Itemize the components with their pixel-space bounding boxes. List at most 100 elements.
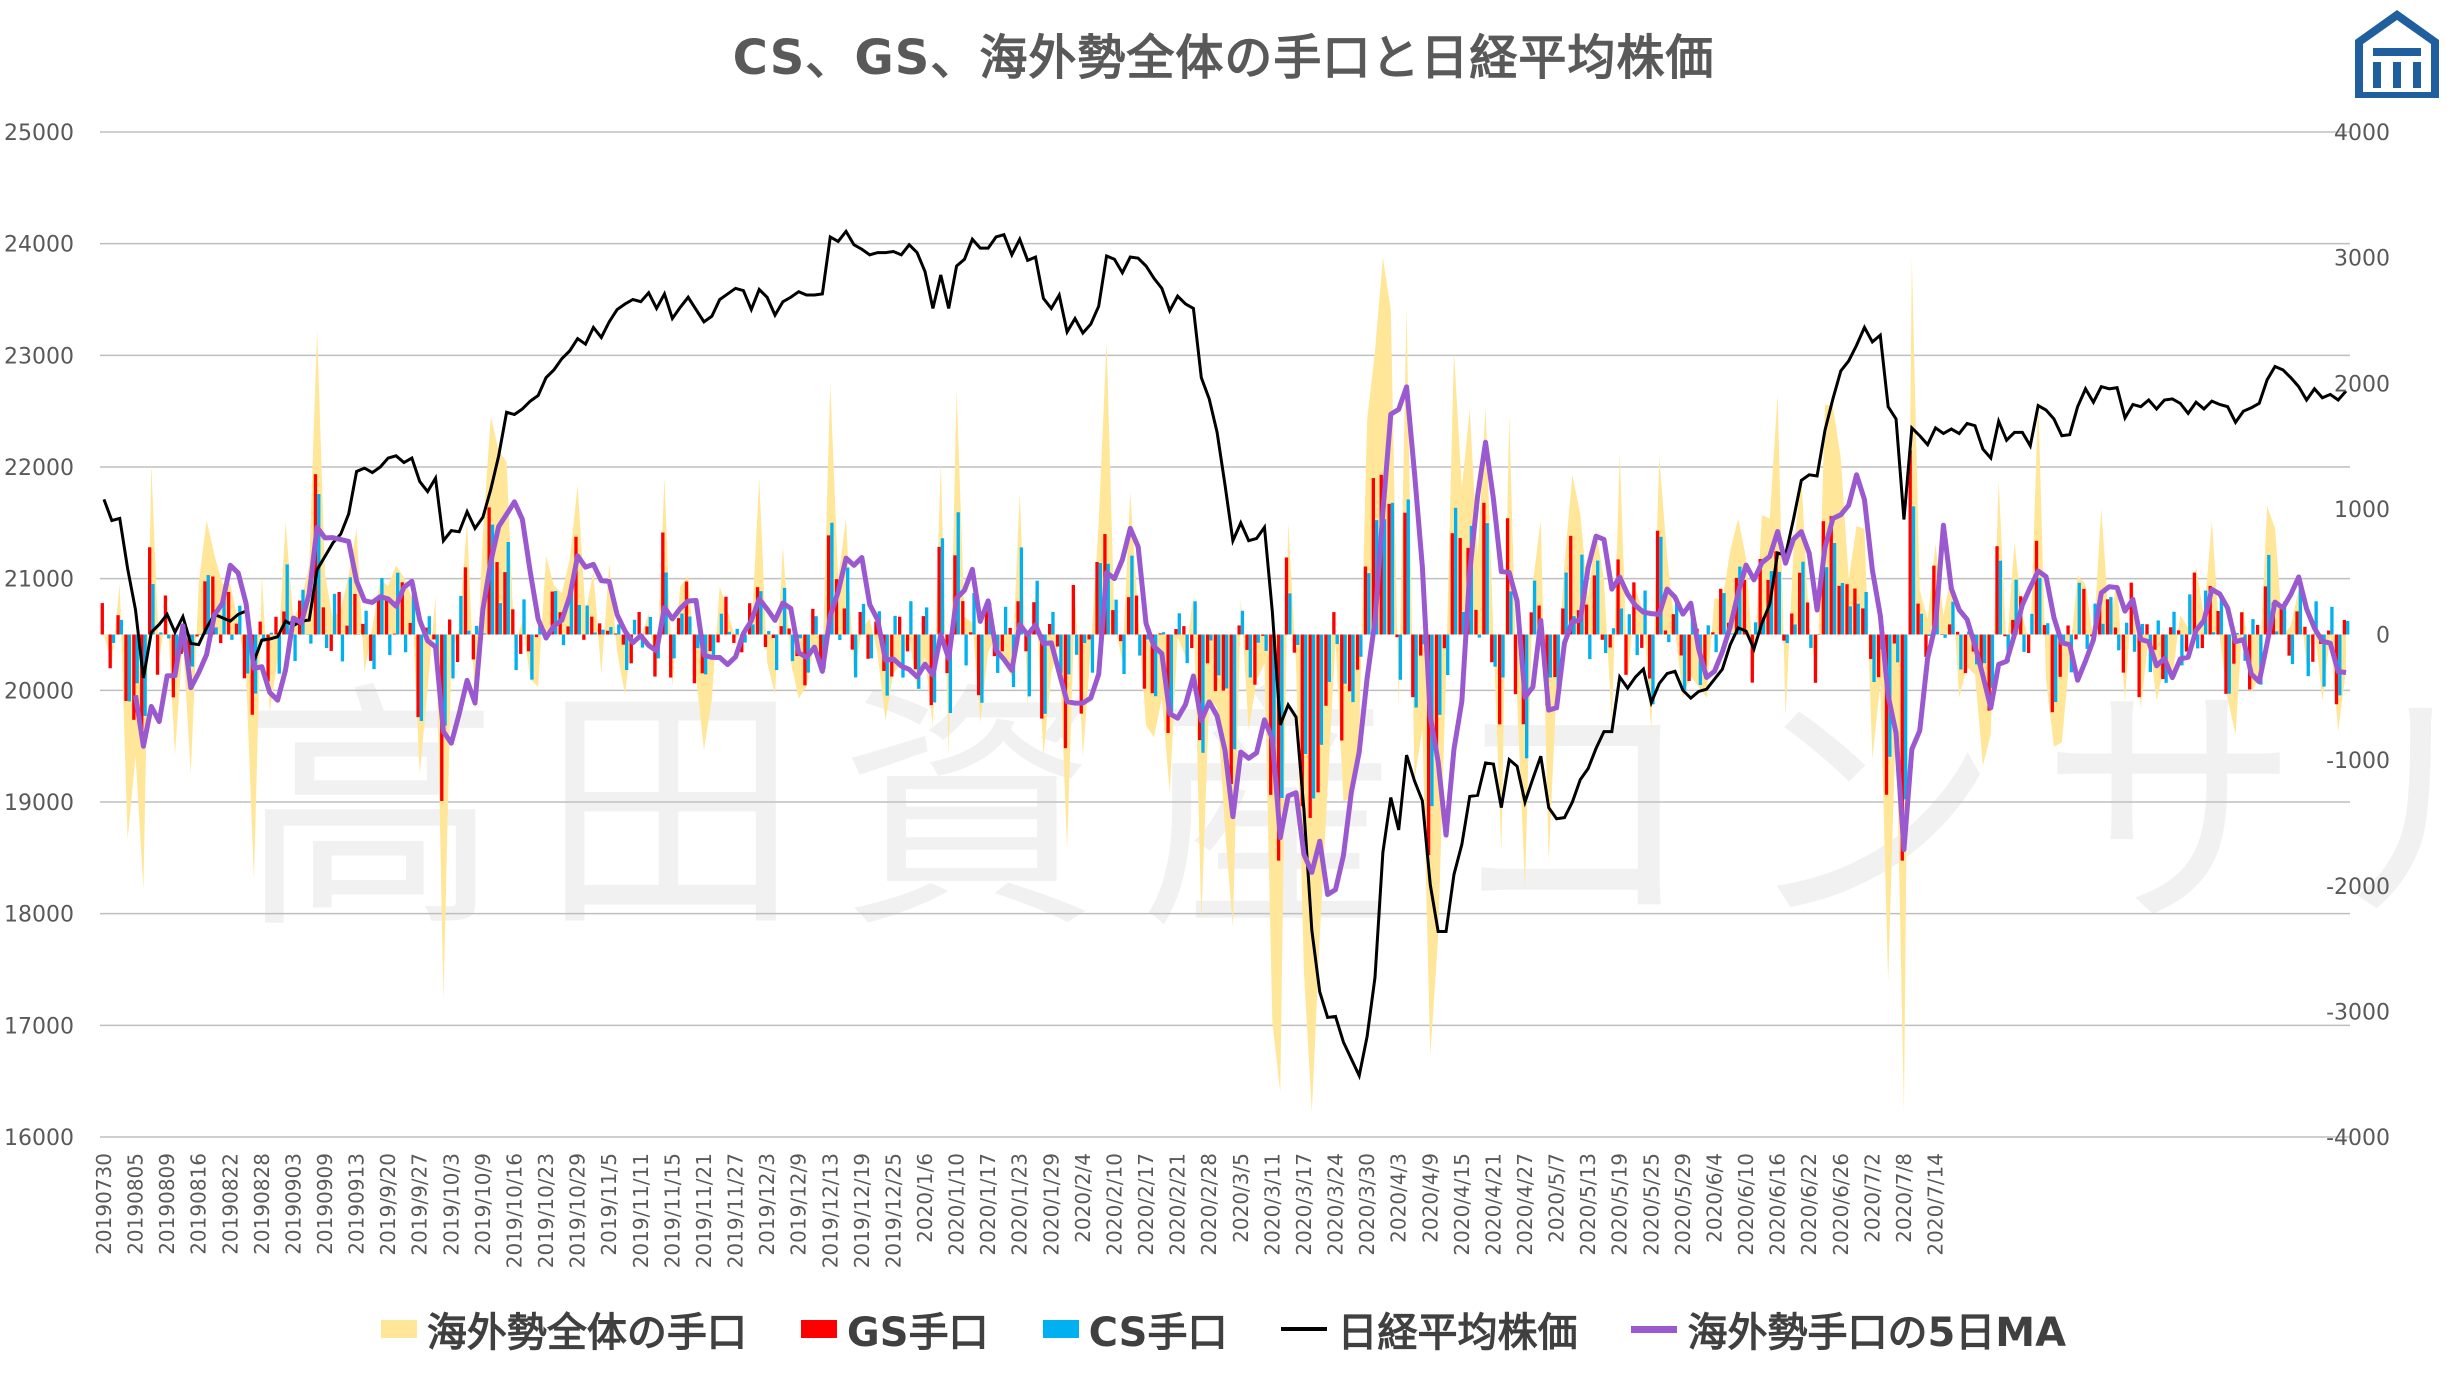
gs-bar bbox=[1758, 559, 1762, 635]
cs-bar bbox=[1461, 612, 1466, 635]
x-axis-tick-label: 2019/11/11 bbox=[629, 1153, 653, 1268]
gs-bar bbox=[834, 579, 839, 635]
cs-bar bbox=[759, 591, 763, 635]
x-axis-tick-label: 2019/9/20 bbox=[376, 1153, 400, 1256]
gs-bar bbox=[1892, 634, 1897, 644]
gs-bar bbox=[1490, 634, 1494, 663]
left-axis-tick-label: 19000 bbox=[4, 791, 74, 816]
gs-bar bbox=[961, 601, 965, 635]
gs-bar bbox=[1948, 624, 1952, 635]
cs-bar bbox=[411, 583, 416, 635]
cs-bar bbox=[1761, 616, 1766, 635]
gs-bar bbox=[534, 634, 539, 638]
x-axis-tick-label: 20190809 bbox=[155, 1153, 179, 1255]
gs-bar bbox=[2026, 634, 2031, 654]
cs-bar bbox=[1532, 580, 1537, 635]
gs-bar bbox=[100, 603, 104, 635]
gs-bar bbox=[1237, 625, 1241, 635]
gs-bar bbox=[1332, 612, 1336, 635]
x-axis-tick-label: 2020/2/10 bbox=[1102, 1153, 1126, 1256]
gs-bar bbox=[1592, 575, 1597, 635]
cs-bar bbox=[1785, 634, 1789, 644]
cs-bar bbox=[111, 634, 116, 643]
cs-bar bbox=[972, 592, 976, 635]
gs-bar bbox=[2263, 586, 2268, 635]
gs-bar bbox=[1276, 634, 1281, 861]
x-axis-tick-label: 20190816 bbox=[187, 1153, 211, 1255]
gs-bar bbox=[1324, 634, 1328, 706]
gs-bar bbox=[408, 622, 412, 635]
cs-bar bbox=[1303, 634, 1308, 754]
cs-bar bbox=[601, 629, 605, 635]
cs-bar bbox=[1130, 555, 1134, 635]
gs-bar bbox=[582, 634, 586, 640]
cs-bar bbox=[1122, 634, 1126, 675]
gs-bar bbox=[676, 618, 681, 635]
gs-bar bbox=[653, 634, 657, 677]
cs-bar bbox=[1075, 634, 1079, 655]
gs-bar bbox=[1000, 634, 1004, 652]
legend-item-ma: 海外勢手口の5日MA bbox=[1631, 1300, 2066, 1358]
cs-bar bbox=[1477, 634, 1481, 638]
x-axis-tick-label: 2020/1/23 bbox=[1008, 1153, 1032, 1256]
x-axis-tick-label: 2019/9/27 bbox=[408, 1153, 432, 1256]
gs-bar bbox=[1016, 601, 1020, 635]
gs-bar bbox=[2200, 634, 2204, 649]
gs-bar bbox=[148, 547, 152, 635]
gs-bar bbox=[266, 634, 270, 682]
cs-bar bbox=[1106, 563, 1110, 635]
legend-swatch-gs bbox=[800, 1320, 837, 1338]
cs-bar bbox=[1659, 536, 1663, 635]
right-axis-tick-label: -1000 bbox=[2326, 749, 2390, 774]
gs-bar bbox=[416, 634, 420, 718]
legend-swatch-ma bbox=[1631, 1325, 1678, 1333]
legend-item-overseas: 海外勢全体の手口 bbox=[380, 1300, 747, 1358]
ma5-line bbox=[133, 384, 2347, 897]
cs-bar bbox=[696, 634, 700, 649]
cs-bar bbox=[2251, 619, 2255, 635]
cs-bar bbox=[814, 616, 818, 635]
gs-bar bbox=[2240, 612, 2244, 635]
gs-bar bbox=[1869, 634, 1873, 659]
cs-bar bbox=[838, 634, 842, 641]
cs-bar bbox=[2235, 633, 2239, 635]
axes: 1600017000180001900020000210002200023000… bbox=[4, 121, 2390, 1268]
cs-bar bbox=[1777, 571, 1781, 635]
gs-bar bbox=[2208, 585, 2212, 635]
cs-bar bbox=[332, 593, 337, 635]
cs-bar bbox=[1619, 608, 1624, 635]
gs-bar bbox=[1395, 634, 1399, 638]
gs-bar bbox=[1798, 572, 1802, 635]
gs-bar bbox=[1300, 634, 1304, 807]
gs-bar bbox=[2058, 634, 2062, 677]
cs-bar bbox=[2038, 577, 2042, 635]
gs-bar bbox=[1142, 634, 1147, 689]
cs-bar bbox=[1201, 634, 1205, 753]
cs-bar bbox=[388, 634, 392, 656]
gs-bar bbox=[1711, 632, 1715, 635]
cs-bar bbox=[151, 584, 155, 635]
gs-bar bbox=[250, 634, 254, 715]
gs-bar bbox=[226, 591, 231, 635]
cs-bar bbox=[1067, 634, 1071, 675]
x-axis-tick-label: 2020/2/28 bbox=[1197, 1153, 1221, 1256]
x-axis-tick-label: 2019/12/25 bbox=[881, 1153, 905, 1268]
gs-bar bbox=[1790, 613, 1794, 635]
right-axis-tick-label: 1000 bbox=[2334, 498, 2390, 523]
gs-bar bbox=[455, 634, 460, 663]
cs-bar bbox=[2196, 634, 2200, 649]
gs-bar bbox=[1750, 634, 1754, 683]
gs-bar bbox=[874, 621, 878, 635]
cs-bar bbox=[459, 595, 463, 635]
cs-bar bbox=[869, 634, 874, 659]
gs-bar bbox=[258, 621, 262, 635]
cs-bar bbox=[917, 634, 921, 689]
cs-bar bbox=[846, 567, 850, 635]
legend-label-nikkei: 日経平均株価 bbox=[1337, 1310, 1578, 1356]
x-axis-tick-label: 2020/2/17 bbox=[1134, 1153, 1158, 1256]
gs-bar bbox=[1813, 634, 1818, 683]
x-axis-tick-label: 2020/4/27 bbox=[1513, 1153, 1537, 1256]
gs-bar bbox=[1458, 538, 1462, 635]
cs-bar bbox=[1319, 634, 1324, 745]
gs-bar bbox=[1648, 634, 1652, 679]
